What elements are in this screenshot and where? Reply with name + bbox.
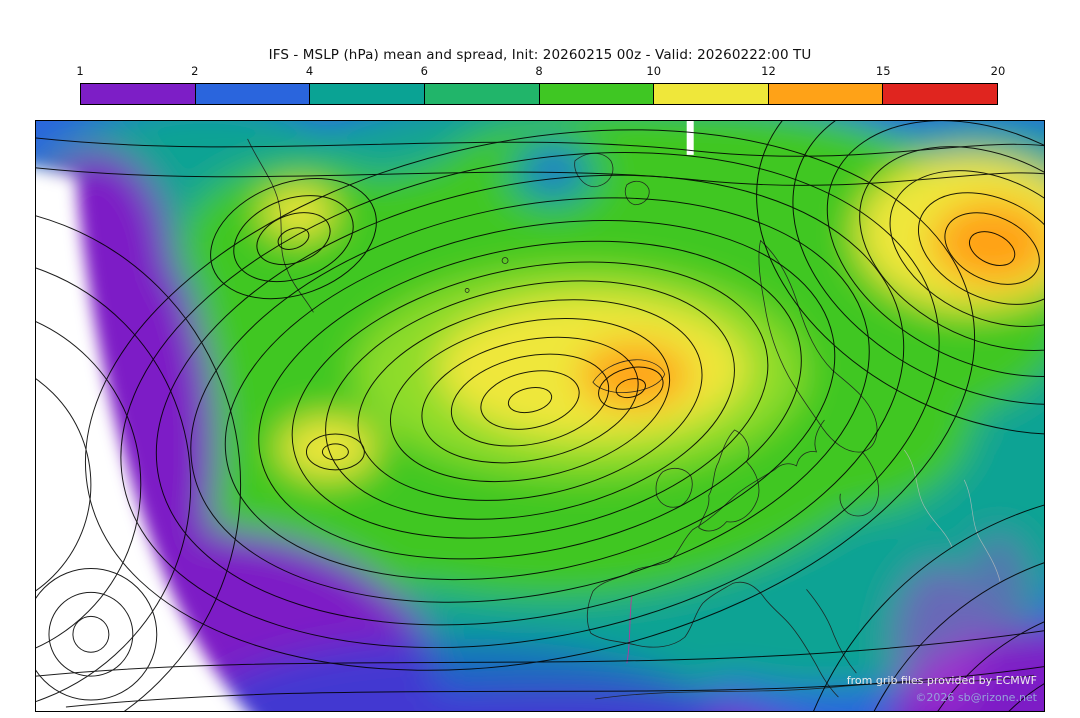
colorbar-segment: [883, 84, 997, 104]
colorbar-tick-label: 10: [646, 64, 662, 78]
colorbar-segment: [768, 84, 884, 104]
colorbar-tick-label: 15: [875, 64, 891, 78]
colorbar-tick-label: 8: [535, 64, 543, 78]
colorbar-segment: [310, 84, 425, 104]
weather-map: [36, 121, 1044, 711]
attribution-copyright: ©2026 sb@rizone.net: [915, 691, 1037, 704]
colorbar-segment: [654, 84, 769, 104]
spread-shading: [36, 121, 1044, 711]
colorbar-tick-label: 4: [305, 64, 314, 78]
colorbar-tick-label: 2: [191, 64, 199, 78]
isobar-contours: [36, 121, 1044, 711]
country-borders: [903, 449, 1001, 582]
colorbar-ticks: 1 2 4 6 8 10 12 15 20: [76, 64, 1005, 79]
colorbar-segment: [424, 84, 540, 104]
colorbar-tick-label: 12: [761, 64, 776, 78]
domain-edge-mask: [36, 167, 247, 711]
map-frame: from grib files provided by ECMWF ©2026 …: [35, 120, 1045, 712]
attribution-source: from grib files provided by ECMWF: [846, 674, 1037, 687]
border-highlight: [626, 595, 633, 664]
coastlines: [247, 138, 1035, 700]
colorbar-tick-label: 6: [420, 64, 428, 78]
missing-data-strip: [686, 121, 694, 155]
colorbar-segment: [539, 84, 655, 104]
colorbar-segment: [195, 84, 311, 104]
colorbar-tick-label: 1: [76, 64, 84, 78]
colorbar-tick-label: 20: [990, 64, 1006, 78]
page-title: IFS - MSLP (hPa) mean and spread, Init: …: [268, 47, 812, 63]
colorbar-scale: [80, 83, 998, 105]
colorbar-segment: [81, 84, 196, 104]
